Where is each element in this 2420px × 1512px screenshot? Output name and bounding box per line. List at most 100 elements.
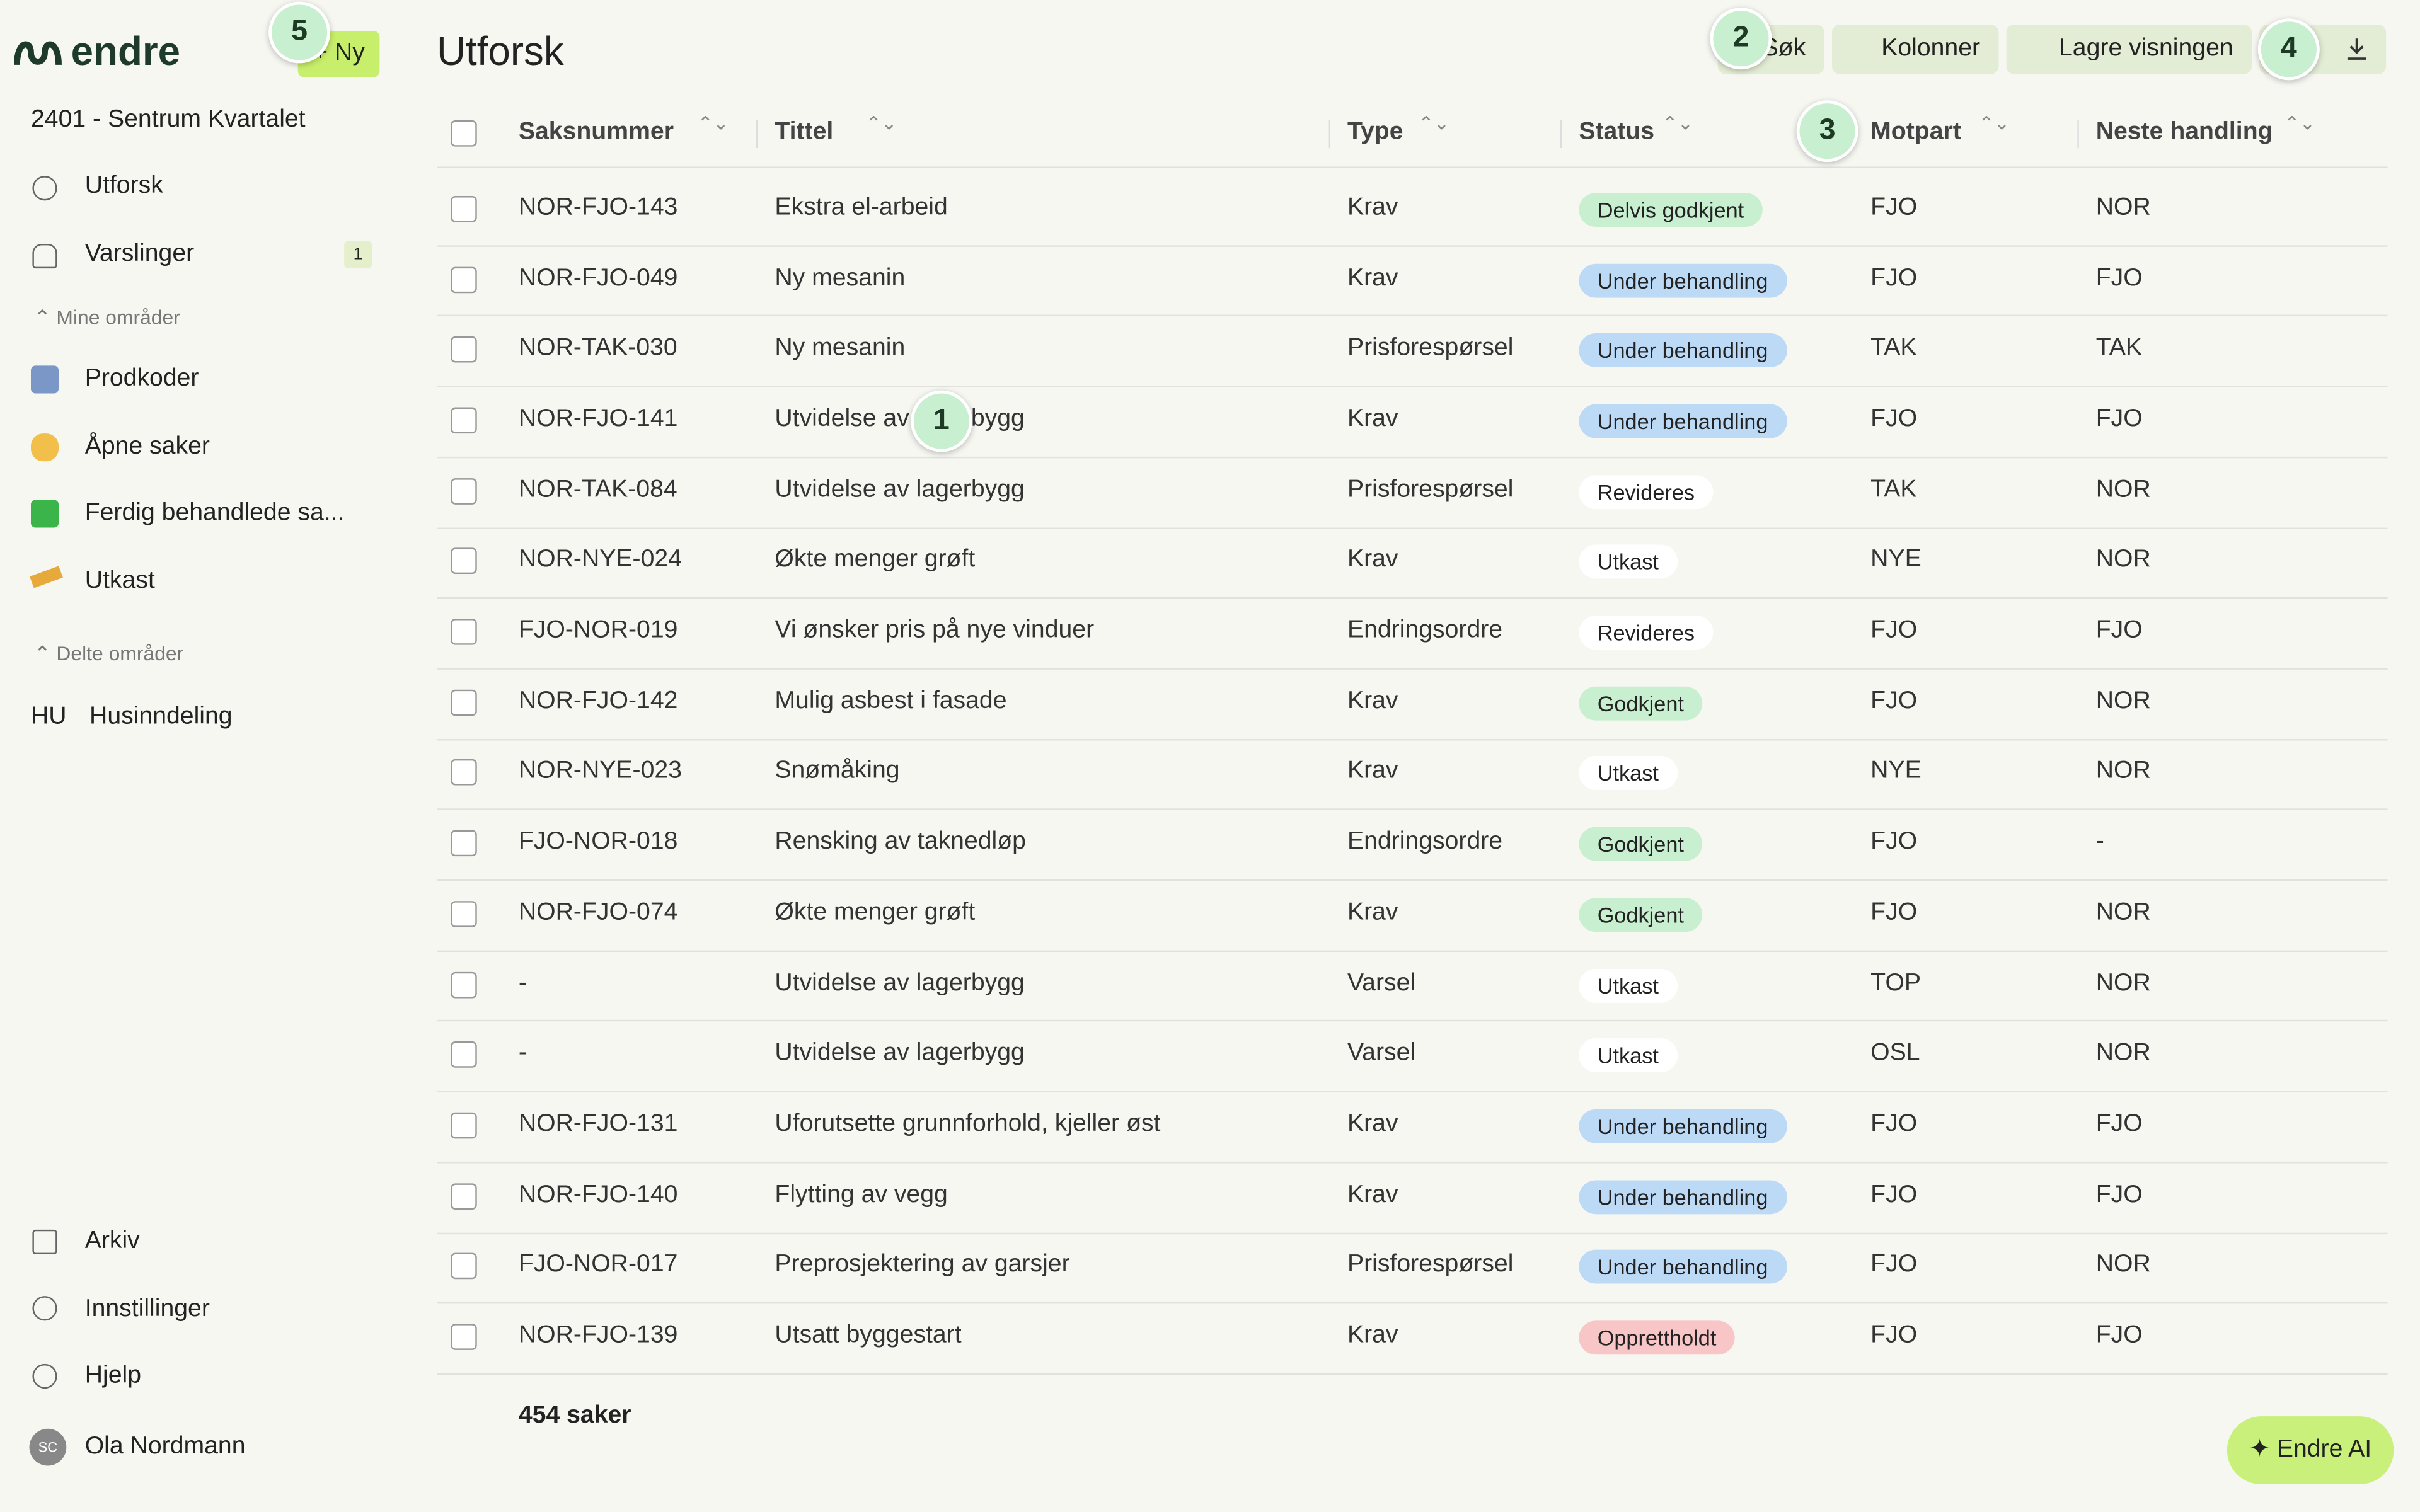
row-checkbox[interactable]: [451, 689, 477, 716]
row-checkbox[interactable]: [451, 1112, 477, 1139]
cell: FJO: [2095, 1181, 2143, 1208]
cell: NOR-FJO-139: [518, 1322, 678, 1349]
nav-item[interactable]: Varslinger: [84, 241, 195, 267]
marker: 4: [2257, 18, 2320, 81]
cell: -: [2095, 828, 2104, 856]
cell: NOR-NYE-023: [518, 758, 682, 785]
status-badge: Under behandling: [1579, 333, 1787, 368]
cell: Økte menger grøft: [775, 546, 976, 573]
cell: TAK: [2095, 335, 2143, 362]
cell: FJO: [1870, 1251, 1918, 1278]
section-title[interactable]: ⌃ Mine områder: [33, 305, 180, 329]
column-divider: [1328, 120, 1331, 149]
row-checkbox[interactable]: [451, 1183, 477, 1210]
user-name[interactable]: Ola Nordmann: [84, 1433, 246, 1460]
row-divider: [437, 597, 2388, 599]
status-badge: Utkast: [1579, 1038, 1678, 1073]
cell: NOR-FJO-140: [518, 1181, 678, 1208]
cell: Krav: [1347, 546, 1398, 573]
status-badge: Utkast: [1579, 545, 1678, 580]
column-header[interactable]: Tittel: [775, 118, 834, 146]
column-header[interactable]: Type: [1347, 118, 1403, 146]
row-divider: [437, 1302, 2388, 1304]
cell: NOR: [2095, 1251, 2151, 1278]
cell: NOR: [2095, 546, 2151, 573]
logo[interactable]: endre: [71, 28, 181, 74]
marker: 2: [1710, 8, 1772, 70]
columns-button[interactable]: Kolonner: [1831, 25, 1999, 74]
sort-icon[interactable]: ⌃⌄: [2284, 112, 2315, 135]
cell: FJO: [1870, 1181, 1918, 1208]
sort-icon[interactable]: ⌃⌄: [1418, 112, 1449, 135]
bottom-item[interactable]: Arkiv: [84, 1228, 140, 1255]
status-badge: Opprettholdt: [1579, 1320, 1735, 1355]
row-checkbox[interactable]: [451, 759, 477, 786]
row-checkbox[interactable]: [451, 1253, 477, 1280]
row-checkbox[interactable]: [451, 336, 477, 364]
cell: Utsatt byggestart: [775, 1322, 962, 1349]
cell: Endringsordre: [1347, 828, 1503, 856]
cell: Ny mesanin: [775, 265, 906, 291]
cell: Utvidelse av lagerbygg: [775, 970, 1025, 996]
area-item[interactable]: Husinndeling: [89, 703, 233, 730]
cell: NOR-NYE-024: [518, 546, 682, 573]
cell: NOR: [2095, 758, 2151, 785]
avatar: SC: [29, 1428, 67, 1466]
row-checkbox[interactable]: [451, 1041, 477, 1068]
cell: Snømåking: [775, 758, 900, 785]
nav-item[interactable]: Utforsk: [84, 173, 163, 199]
project-name[interactable]: 2401 - Sentrum Kvartalet: [30, 106, 306, 133]
row-checkbox[interactable]: [451, 830, 477, 857]
row-divider: [437, 1232, 2388, 1234]
download-icon: [2347, 38, 2366, 60]
sort-icon[interactable]: ⌃⌄: [1978, 112, 2010, 135]
section-title[interactable]: ⌃ Delte områder: [33, 641, 184, 665]
cell: Vi ønsker pris på nye vinduer: [775, 617, 1095, 644]
row-checkbox[interactable]: [451, 266, 477, 293]
save-view-button[interactable]: Lagre visningen: [2006, 25, 2252, 74]
sort-icon[interactable]: ⌃⌄: [1662, 112, 1693, 135]
archive-icon: [32, 1229, 57, 1255]
cell: Ekstra el-arbeid: [775, 194, 948, 220]
row-checkbox[interactable]: [451, 900, 477, 927]
row-checkbox[interactable]: [451, 195, 477, 222]
logo-icon: [14, 41, 62, 66]
row-checkbox[interactable]: [451, 548, 477, 575]
cell: -: [518, 970, 527, 996]
column-header[interactable]: Neste handling: [2095, 118, 2273, 146]
column-header[interactable]: Saksnummer: [518, 118, 674, 146]
area-item[interactable]: Utkast: [84, 568, 155, 594]
row-checkbox[interactable]: [451, 1324, 477, 1350]
column-header[interactable]: Status: [1579, 118, 1655, 146]
row-divider: [437, 1161, 2388, 1164]
cell: Endringsordre: [1347, 617, 1503, 644]
area-item[interactable]: Ferdig behandlede sa...: [84, 500, 345, 527]
row-checkbox[interactable]: [451, 619, 477, 645]
status-badge: Godkjent: [1579, 827, 1703, 861]
cell: Utvidelse av lagerbygg: [775, 1040, 1025, 1067]
sort-icon[interactable]: ⌃⌄: [697, 112, 729, 135]
cell: NYE: [1870, 546, 1922, 573]
row-checkbox[interactable]: [451, 478, 477, 504]
area-initials: HU: [30, 703, 67, 730]
status-badge: Utkast: [1579, 968, 1678, 1002]
row-checkbox[interactable]: [451, 971, 477, 998]
cell: Krav: [1347, 1322, 1398, 1349]
cell: Preprosjektering av garsjer: [775, 1251, 1070, 1278]
select-all-checkbox[interactable]: [451, 120, 477, 147]
ai-button[interactable]: ✦ Endre AI: [2227, 1416, 2394, 1484]
cell: FJO: [2095, 265, 2143, 291]
bottom-item[interactable]: Innstillinger: [84, 1296, 210, 1322]
cell: Rensking av taknedløp: [775, 828, 1026, 856]
column-header[interactable]: Motpart: [1870, 118, 1961, 146]
status-badge: Godkjent: [1579, 686, 1703, 721]
bottom-item[interactable]: Hjelp: [84, 1362, 142, 1389]
cell: NOR-TAK-030: [518, 335, 677, 362]
cell: FJO: [2095, 1322, 2143, 1349]
row-checkbox[interactable]: [451, 407, 477, 434]
area-item[interactable]: Prodkoder: [84, 365, 199, 392]
area-item[interactable]: Åpne saker: [84, 433, 210, 460]
sort-icon[interactable]: ⌃⌄: [865, 112, 897, 135]
row-divider: [437, 668, 2388, 670]
